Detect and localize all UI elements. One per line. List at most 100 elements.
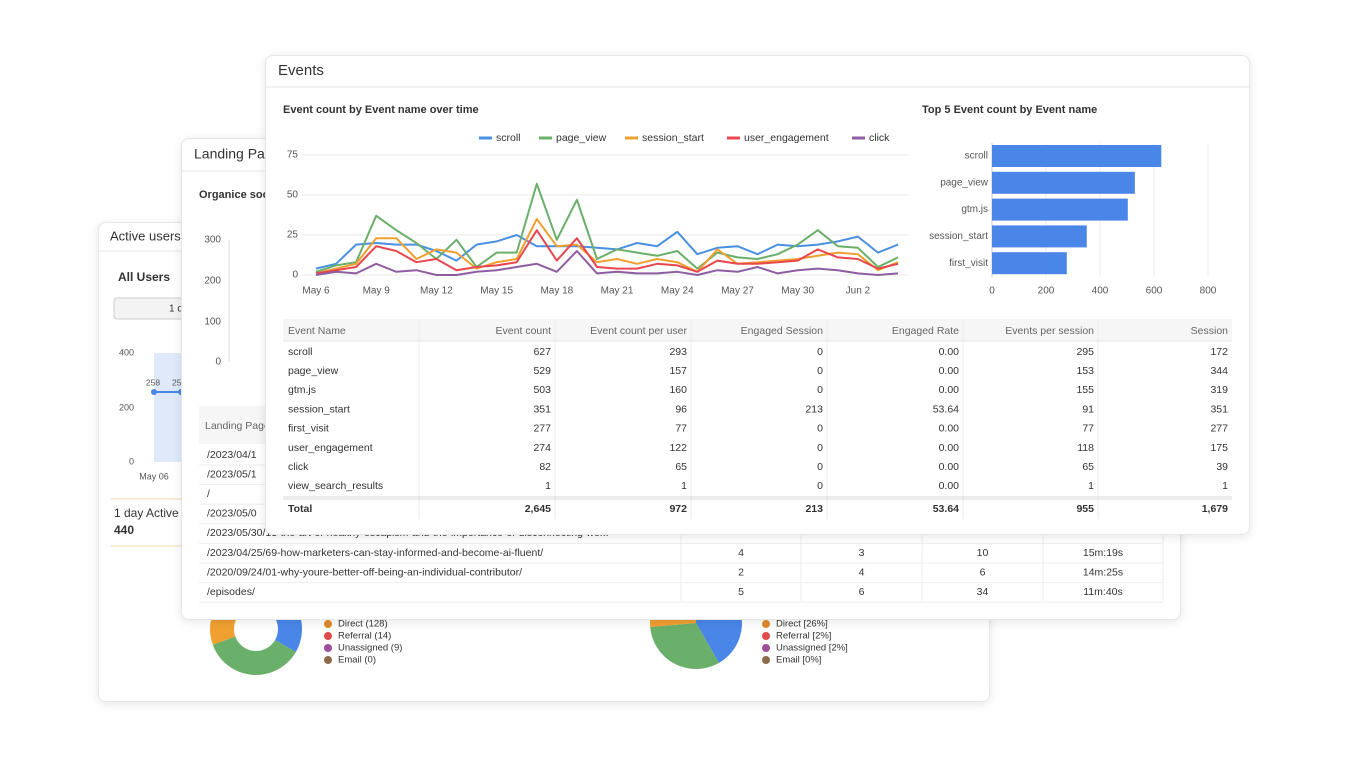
table-cell: 0 xyxy=(817,461,823,473)
table-cell: user_engagement xyxy=(288,442,373,454)
column-header: Engaged Session xyxy=(741,325,823,337)
line-series xyxy=(315,182,899,273)
table-cell: /2023/05/1 xyxy=(207,468,257,480)
point-label: 258 xyxy=(146,377,160,387)
table-cell: / xyxy=(207,488,210,500)
card-title: Landing Page xyxy=(194,146,281,162)
table-cell: 0 xyxy=(817,480,823,492)
y-tick-label: 300 xyxy=(204,235,221,246)
table-cell: 5 xyxy=(738,586,744,598)
y-tick-label: 75 xyxy=(287,150,299,161)
x-tick-label: May 21 xyxy=(601,286,634,297)
table-cell: 0.00 xyxy=(939,461,960,473)
table-cell: 175 xyxy=(1210,442,1228,454)
table-cell: 14m:25s xyxy=(1083,566,1123,578)
table-cell: gtm.js xyxy=(288,384,316,396)
y-tick-label: 400 xyxy=(119,347,134,357)
table-cell: 118 xyxy=(1077,442,1094,454)
table-cell: 91 xyxy=(1082,403,1094,415)
total-cell: 972 xyxy=(669,503,687,515)
table-cell: 0.00 xyxy=(939,442,960,454)
total-cell: 1,679 xyxy=(1202,503,1228,515)
table-cell: 0.00 xyxy=(939,365,960,377)
table-cell: 2 xyxy=(738,566,744,578)
table-cell: 39 xyxy=(1216,461,1228,473)
column-header: Events per session xyxy=(1005,325,1094,337)
line-series xyxy=(315,229,899,275)
total-cell: 53.64 xyxy=(933,503,959,515)
table-cell: session_start xyxy=(288,403,350,415)
table-cell: 82 xyxy=(539,461,551,473)
x-tick-label: May 6 xyxy=(302,286,330,297)
segment-label: All Users xyxy=(118,270,170,284)
legend-label: Unassigned (9) xyxy=(338,643,402,654)
table-cell: 293 xyxy=(669,346,687,358)
chart-title: Organice social xyxy=(199,189,281,201)
table-cell: 295 xyxy=(1076,346,1094,358)
table-cell: 1 xyxy=(1088,480,1094,492)
table-cell: 319 xyxy=(1210,384,1228,396)
legend-label: Email (0) xyxy=(338,655,376,666)
x-tick-label: May 24 xyxy=(661,286,694,297)
y-tick-label: 25 xyxy=(287,230,299,241)
x-tick-label: May 06 xyxy=(139,471,169,481)
legend-label: page_view xyxy=(556,132,607,144)
table-cell: 0.00 xyxy=(939,480,960,492)
x-tick-label: 600 xyxy=(1146,286,1163,297)
y-tick-label: session_start xyxy=(929,231,988,242)
table-cell: 53.64 xyxy=(933,403,959,415)
legend-label: Referral [2%] xyxy=(776,631,831,642)
legend-label: Unassigned [2%] xyxy=(776,643,848,654)
y-tick-label: gtm.js xyxy=(961,204,988,215)
y-tick-label: 0 xyxy=(292,270,298,281)
bar xyxy=(992,225,1087,248)
table-cell: 77 xyxy=(1082,423,1094,435)
x-tick-label: 800 xyxy=(1200,286,1217,297)
table-cell: click xyxy=(288,461,309,473)
table-cell: 65 xyxy=(675,461,687,473)
table-cell: 213 xyxy=(805,403,823,415)
x-tick-label: 400 xyxy=(1092,286,1109,297)
table-cell: 34 xyxy=(977,586,989,598)
column-header: Event count xyxy=(496,325,552,337)
y-tick-label: 200 xyxy=(119,402,134,412)
table-cell: 65 xyxy=(1082,461,1094,473)
legend-label: click xyxy=(869,132,890,144)
table-cell: page_view xyxy=(288,365,339,377)
events-card: Events Event count by Event name over ti… xyxy=(265,55,1250,535)
pie-slice xyxy=(650,623,719,669)
table-cell: 172 xyxy=(1210,346,1228,358)
y-tick-label: page_view xyxy=(940,177,989,188)
legend-dot xyxy=(324,656,332,664)
legend-dot xyxy=(324,620,332,628)
table-cell: 4 xyxy=(738,547,744,559)
legend-label: Referral (14) xyxy=(338,631,391,642)
table-cell: 4 xyxy=(859,566,865,578)
legend-label: Direct [26%] xyxy=(776,619,828,630)
table-cell: 153 xyxy=(1076,365,1094,377)
table-cell: 277 xyxy=(533,423,551,435)
legend-dot xyxy=(762,656,770,664)
table-cell: 0.00 xyxy=(939,423,960,435)
x-tick-label: May 30 xyxy=(781,286,814,297)
table-cell: 157 xyxy=(669,365,687,377)
x-tick-label: May 27 xyxy=(721,286,754,297)
legend-dot xyxy=(324,632,332,640)
table-cell: first_visit xyxy=(288,423,329,435)
x-tick-label: 0 xyxy=(989,286,995,297)
table-cell: 10 xyxy=(977,547,989,559)
table-cell: 1 xyxy=(545,480,551,492)
y-tick-label: scroll xyxy=(965,151,988,162)
table-cell: scroll xyxy=(288,346,313,358)
x-tick-label: May 18 xyxy=(540,286,573,297)
x-tick-label: 200 xyxy=(1038,286,1055,297)
y-tick-label: 200 xyxy=(204,276,221,287)
table-cell: 3 xyxy=(859,547,865,559)
table-cell: 627 xyxy=(533,346,551,358)
table-cell: 0 xyxy=(817,423,823,435)
table-header-bg xyxy=(283,319,1232,341)
table-cell: /2023/04/1 xyxy=(207,449,257,461)
table-cell: 0 xyxy=(817,384,823,396)
table-cell: 6 xyxy=(859,586,865,598)
